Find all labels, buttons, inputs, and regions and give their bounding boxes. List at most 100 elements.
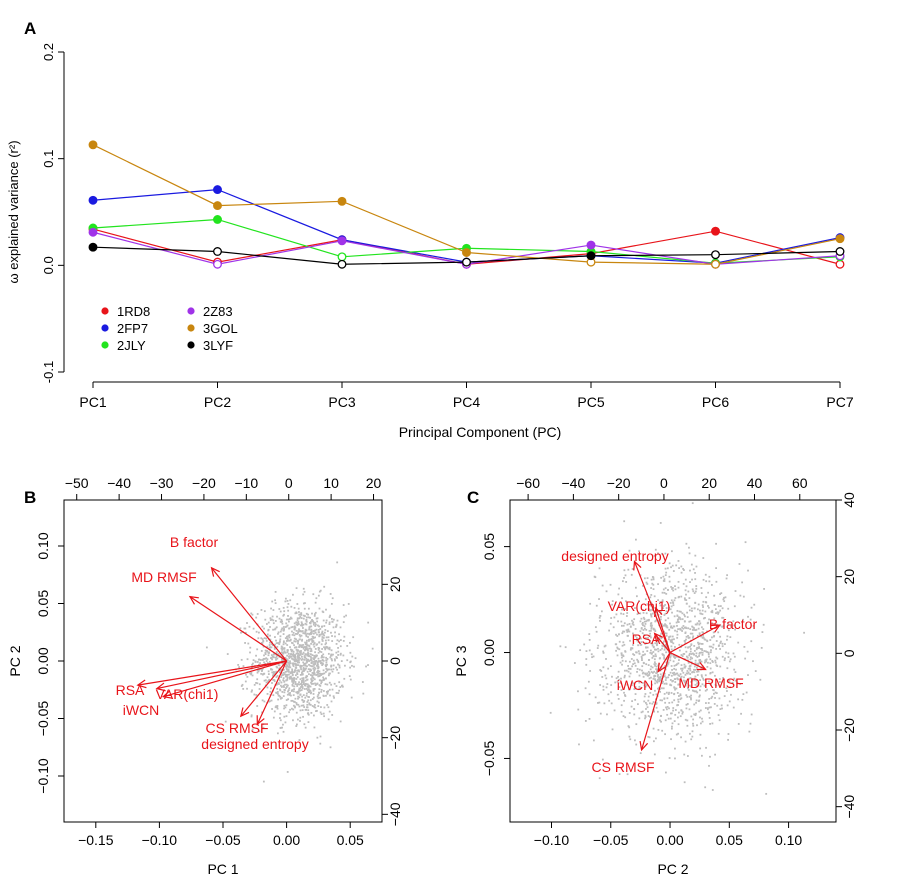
data-point <box>622 641 625 644</box>
data-point <box>248 625 251 628</box>
data-point <box>242 687 245 690</box>
data-point <box>677 674 680 677</box>
data-point <box>612 626 615 629</box>
data-point <box>319 650 321 653</box>
data-point <box>690 662 693 665</box>
data-point <box>693 607 696 610</box>
data-point <box>346 659 349 662</box>
loading-label: MD RMSF <box>131 569 196 585</box>
data-point <box>715 647 718 650</box>
data-point <box>685 672 688 675</box>
data-point <box>748 730 751 733</box>
data-point <box>295 664 297 667</box>
data-point <box>620 612 622 615</box>
data-point <box>617 670 620 673</box>
data-point <box>683 676 685 679</box>
data-point <box>294 681 297 684</box>
data-point <box>721 625 724 628</box>
data-point <box>684 598 687 601</box>
data-point <box>702 634 704 637</box>
data-point <box>732 706 735 709</box>
data-point <box>610 691 612 694</box>
data-point <box>640 655 643 658</box>
data-point <box>307 651 309 654</box>
data-point <box>673 638 675 641</box>
data-point <box>330 649 333 652</box>
data-point <box>661 600 664 603</box>
data-point <box>261 643 264 645</box>
data-point <box>300 655 303 658</box>
data-point <box>294 612 297 615</box>
data-point <box>681 626 683 629</box>
data-point <box>331 670 334 673</box>
data-point <box>275 670 278 673</box>
data-point <box>600 670 603 672</box>
data-point <box>275 676 278 678</box>
data-point <box>292 664 294 666</box>
data-point <box>644 716 647 718</box>
data-point <box>716 657 719 660</box>
data-point-3LYF <box>462 257 471 267</box>
data-point <box>710 697 713 700</box>
data-point <box>322 676 325 679</box>
data-point <box>636 658 639 661</box>
data-point <box>310 665 313 668</box>
legend-marker <box>187 341 195 349</box>
data-point <box>250 715 253 718</box>
data-point <box>316 736 319 739</box>
data-point <box>322 653 325 656</box>
data-point <box>708 764 710 767</box>
data-point <box>313 614 316 617</box>
data-point <box>654 653 657 656</box>
data-point <box>674 597 677 599</box>
data-point <box>319 660 322 662</box>
data-point <box>316 620 319 623</box>
data-point <box>320 643 323 646</box>
data-point <box>287 689 290 692</box>
data-point <box>628 712 631 714</box>
data-point <box>733 677 736 680</box>
data-point <box>329 593 332 595</box>
data-point <box>694 669 697 671</box>
data-point <box>285 663 288 666</box>
data-point <box>711 584 713 586</box>
data-point <box>668 757 671 759</box>
data-point <box>698 646 700 649</box>
data-point <box>310 633 313 635</box>
data-point <box>276 615 278 618</box>
data-point <box>354 657 357 660</box>
legend-label: 2FP7 <box>117 321 148 336</box>
data-point <box>323 706 326 709</box>
data-point <box>301 673 304 676</box>
data-point <box>677 698 680 701</box>
data-point <box>698 609 701 612</box>
data-point <box>670 727 673 730</box>
data-point <box>711 611 714 614</box>
data-point <box>717 714 720 717</box>
data-point <box>714 674 716 677</box>
data-point <box>289 646 291 649</box>
data-point <box>241 683 244 686</box>
data-point <box>683 640 686 642</box>
data-point <box>687 661 690 664</box>
data-point <box>620 689 623 691</box>
data-point <box>293 671 296 674</box>
data-point <box>709 639 712 641</box>
data-point <box>699 679 701 682</box>
data-point <box>684 642 687 644</box>
data-point <box>269 619 272 621</box>
data-point <box>337 654 340 656</box>
data-point <box>287 609 290 612</box>
data-point <box>693 713 696 716</box>
data-point <box>682 671 685 674</box>
data-point <box>652 645 655 648</box>
data-point <box>659 673 662 676</box>
data-point <box>704 638 707 641</box>
data-point <box>656 681 659 684</box>
data-point <box>262 658 265 660</box>
data-point <box>284 626 287 628</box>
data-point <box>696 608 699 611</box>
data-point <box>314 648 317 650</box>
data-point <box>650 636 652 639</box>
data-point <box>636 668 639 670</box>
